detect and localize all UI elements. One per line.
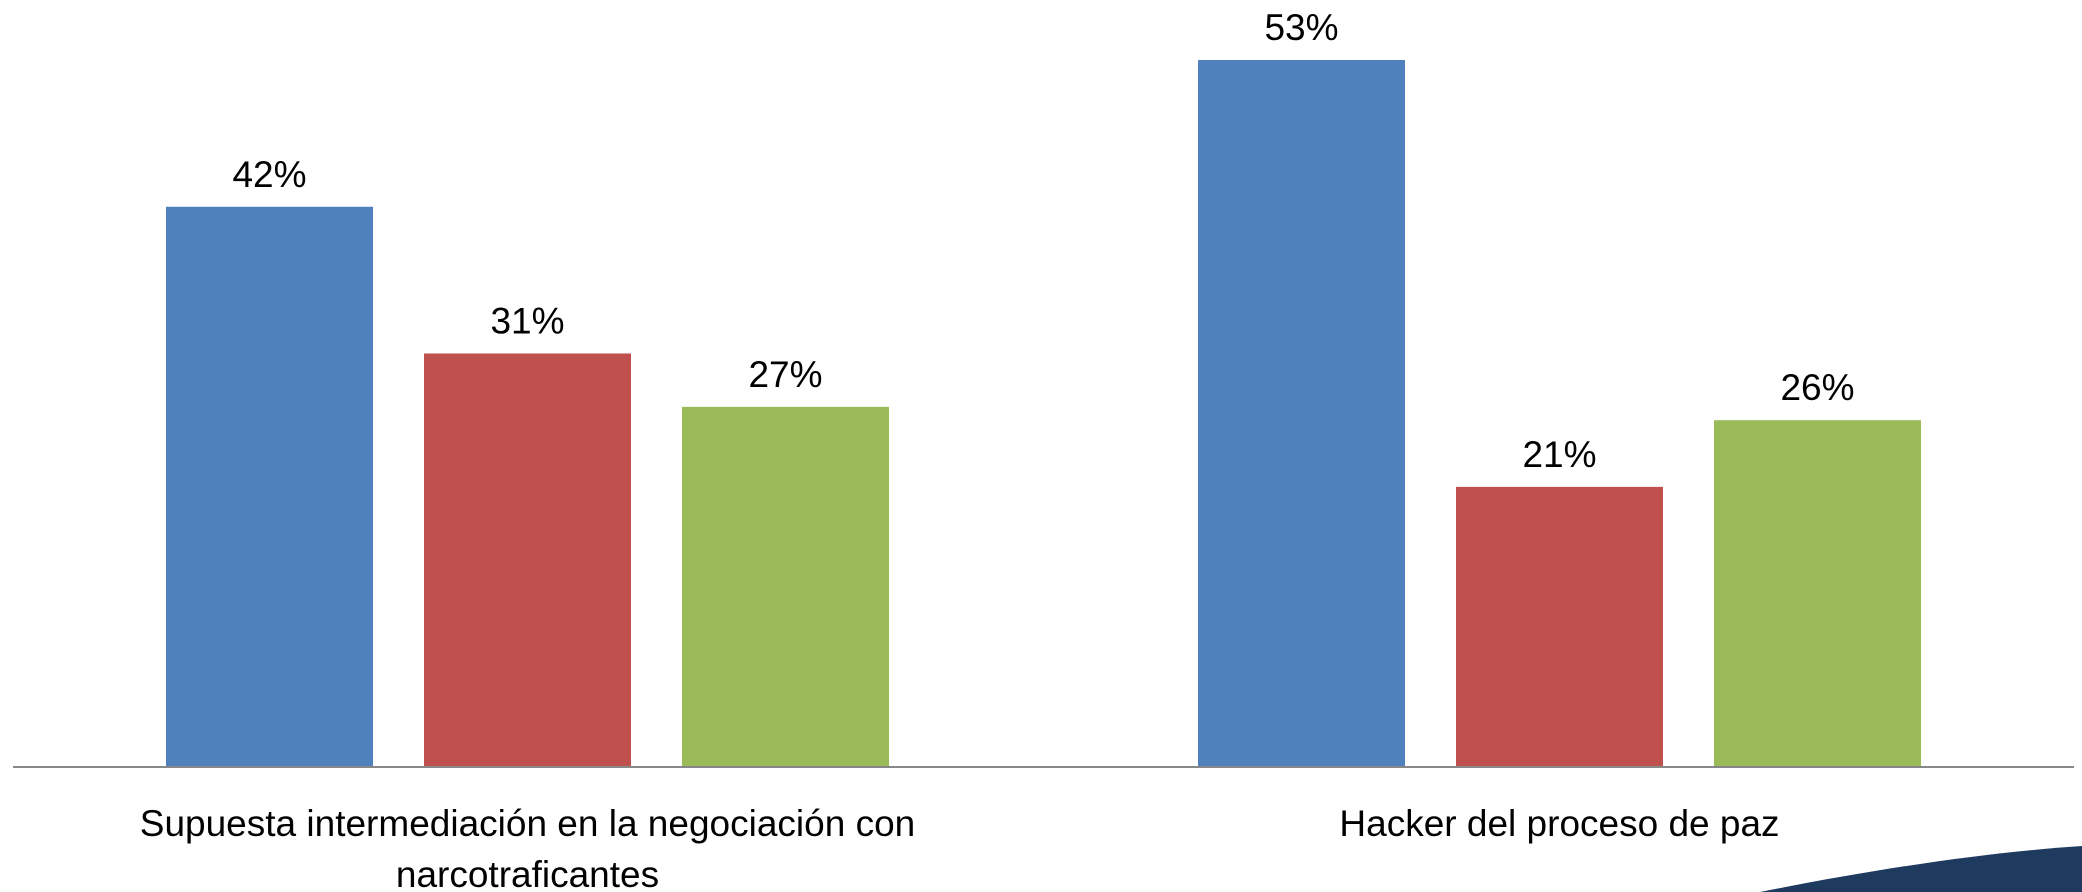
data-label: 42% [232,154,306,195]
bar [1198,60,1405,768]
data-label: 26% [1780,367,1854,408]
bar [424,353,631,767]
data-label: 21% [1522,434,1596,475]
bar [1456,486,1663,767]
data-label: 27% [748,354,822,395]
bar [1714,420,1921,767]
bar [682,406,889,767]
decor-swoosh [1760,846,2082,892]
bar [166,206,373,767]
data-label: 53% [1264,7,1338,48]
x-tick-label: Hacker del proceso de paz [1339,803,1780,844]
x-tick-label: Supuesta intermediación en la negociació… [139,803,916,892]
data-label: 31% [490,300,564,341]
